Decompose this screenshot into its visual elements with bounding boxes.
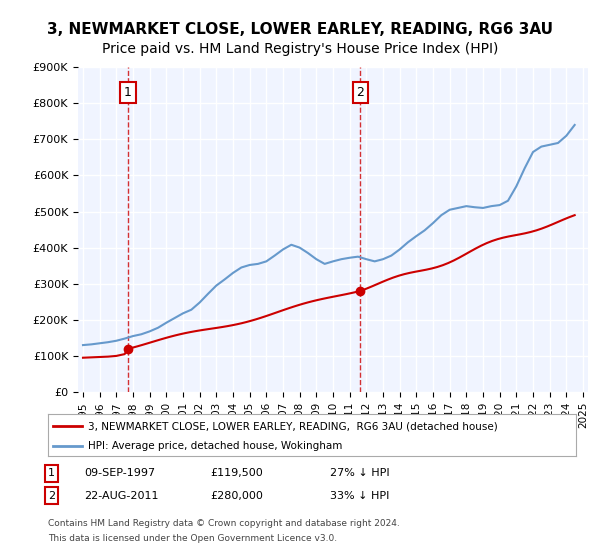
Text: 09-SEP-1997: 09-SEP-1997	[84, 468, 155, 478]
Text: 22-AUG-2011: 22-AUG-2011	[84, 491, 158, 501]
Text: 1: 1	[48, 468, 55, 478]
Text: 3, NEWMARKET CLOSE, LOWER EARLEY, READING,  RG6 3AU (detached house): 3, NEWMARKET CLOSE, LOWER EARLEY, READIN…	[88, 421, 497, 431]
Text: HPI: Average price, detached house, Wokingham: HPI: Average price, detached house, Woki…	[88, 441, 342, 451]
Text: Contains HM Land Registry data © Crown copyright and database right 2024.: Contains HM Land Registry data © Crown c…	[48, 519, 400, 528]
Text: This data is licensed under the Open Government Licence v3.0.: This data is licensed under the Open Gov…	[48, 534, 337, 543]
Text: 1: 1	[124, 86, 132, 99]
Text: 3, NEWMARKET CLOSE, LOWER EARLEY, READING, RG6 3AU: 3, NEWMARKET CLOSE, LOWER EARLEY, READIN…	[47, 22, 553, 38]
Text: £119,500: £119,500	[210, 468, 263, 478]
Text: 33% ↓ HPI: 33% ↓ HPI	[330, 491, 389, 501]
Text: 2: 2	[356, 86, 364, 99]
Text: Price paid vs. HM Land Registry's House Price Index (HPI): Price paid vs. HM Land Registry's House …	[102, 42, 498, 56]
Text: £280,000: £280,000	[210, 491, 263, 501]
Text: 2: 2	[48, 491, 55, 501]
Text: 27% ↓ HPI: 27% ↓ HPI	[330, 468, 389, 478]
